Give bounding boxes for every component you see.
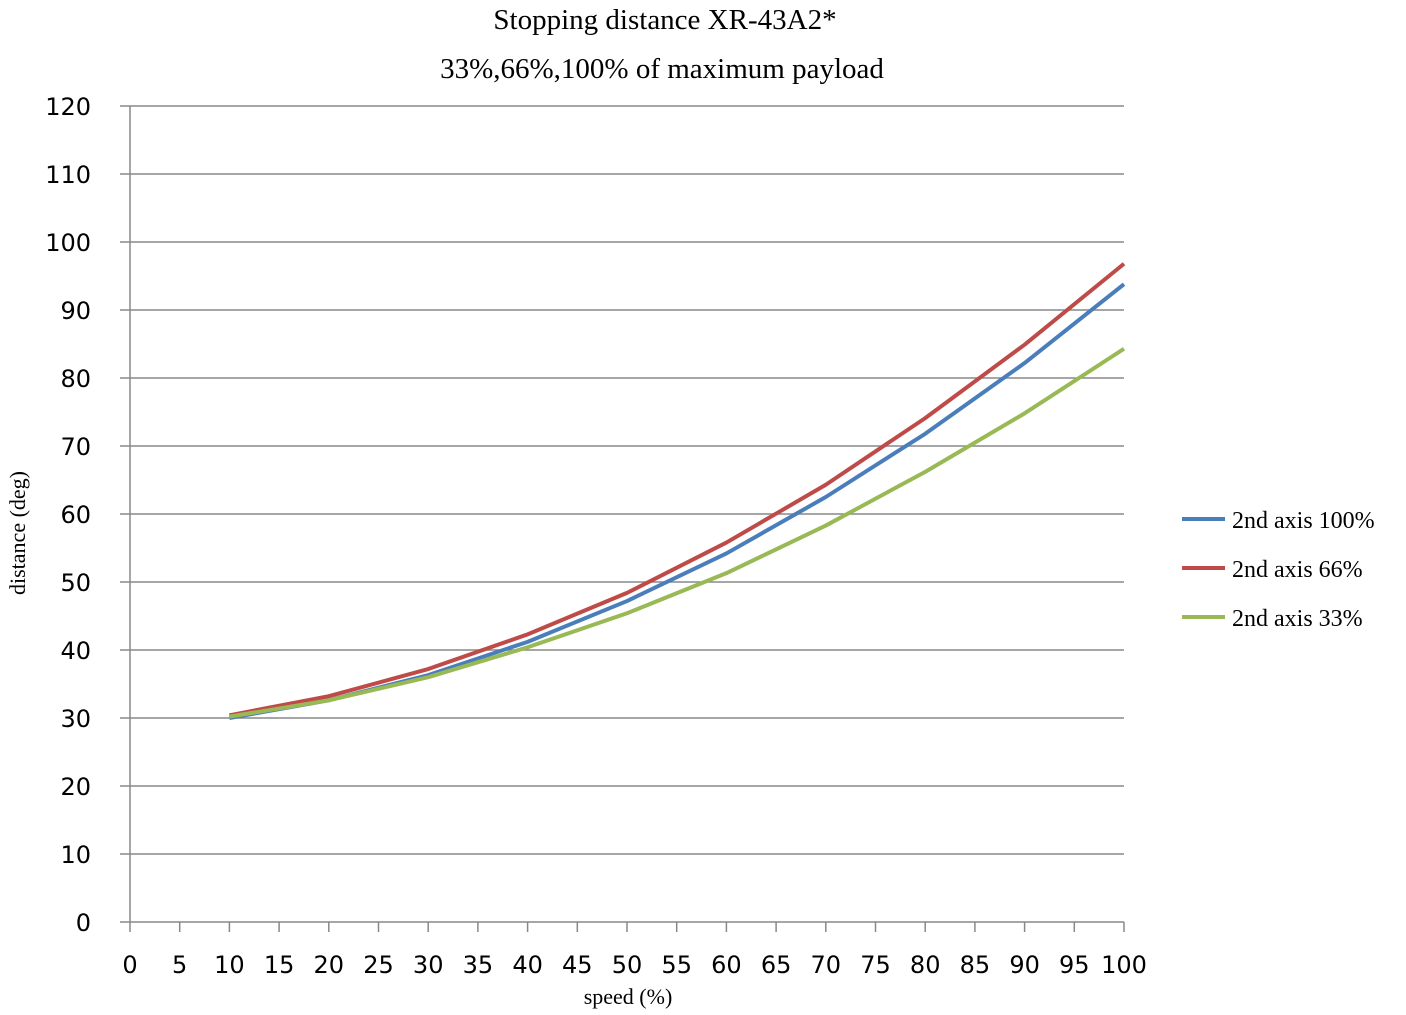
- gridlines: [130, 105, 1124, 855]
- x-tick-label: 25: [363, 951, 394, 979]
- y-tick-label: 120: [45, 93, 91, 121]
- series-line-1: [229, 262, 1126, 718]
- y-tick-label: 0: [76, 909, 91, 937]
- x-tick-label: 15: [264, 951, 295, 979]
- y-tick-label: 20: [60, 773, 91, 801]
- x-tick-label: 55: [661, 951, 692, 979]
- x-tick-label: 100: [1101, 951, 1147, 979]
- x-tick-label: 50: [612, 951, 643, 979]
- x-tick-label: 85: [960, 951, 991, 979]
- chart-subtitle: 33%,66%,100% of maximum payload: [440, 53, 884, 85]
- y-tick-label: 40: [60, 637, 91, 665]
- x-tick-label: 10: [214, 951, 245, 979]
- x-tick-label: 40: [512, 951, 543, 979]
- x-tick-label: 30: [413, 951, 444, 979]
- y-tick-label: 110: [45, 161, 91, 189]
- x-tick-label: 20: [314, 951, 345, 979]
- y-tick-label: 30: [60, 705, 91, 733]
- x-tick-label: 60: [711, 951, 742, 979]
- axes: [120, 105, 1125, 932]
- y-tick-label: 90: [60, 297, 91, 325]
- x-tick-label: 35: [463, 951, 494, 979]
- y-tick-label: 70: [60, 433, 91, 461]
- x-tick-label: 5: [172, 951, 187, 979]
- legend-entry: 2nd axis 66%: [1232, 557, 1363, 583]
- chart-title: Stopping distance XR-43A2*: [493, 4, 836, 36]
- x-tick-label: 45: [562, 951, 593, 979]
- y-tick-label: 80: [60, 365, 91, 393]
- x-tick-labels: 0 5 10 15 20 25 30 35 40 45 50 55 60 65 70 75 80 85 90 95 10…: [122, 951, 1147, 979]
- x-tick-label: 80: [910, 951, 941, 979]
- x-tick-label: 0: [122, 951, 137, 979]
- series-lines: [229, 262, 1126, 720]
- y-axis-label: distance (deg): [5, 471, 30, 595]
- x-tick-label: 70: [811, 951, 842, 979]
- y-tick-label: 100: [45, 229, 91, 257]
- legend: 2nd axis 100% 2nd axis 66% 2nd axis 33%: [1182, 508, 1375, 632]
- x-tick-label: 65: [761, 951, 792, 979]
- y-tick-label: 60: [60, 501, 91, 529]
- legend-entry: 2nd axis 100%: [1232, 508, 1375, 534]
- x-axis-label: speed (%): [584, 984, 673, 1009]
- y-tick-label: 50: [60, 569, 91, 597]
- y-tick-label: 10: [60, 841, 91, 869]
- series-line-2: [229, 347, 1126, 719]
- x-tick-label: 95: [1059, 951, 1090, 979]
- series-line-0: [229, 282, 1126, 720]
- x-tick-label: 90: [1009, 951, 1040, 979]
- legend-entry: 2nd axis 33%: [1232, 606, 1363, 632]
- y-tick-labels: 0 10 20 30 40 50 60 70 80 90 100 110 120: [45, 93, 91, 937]
- x-tick-label: 75: [860, 951, 891, 979]
